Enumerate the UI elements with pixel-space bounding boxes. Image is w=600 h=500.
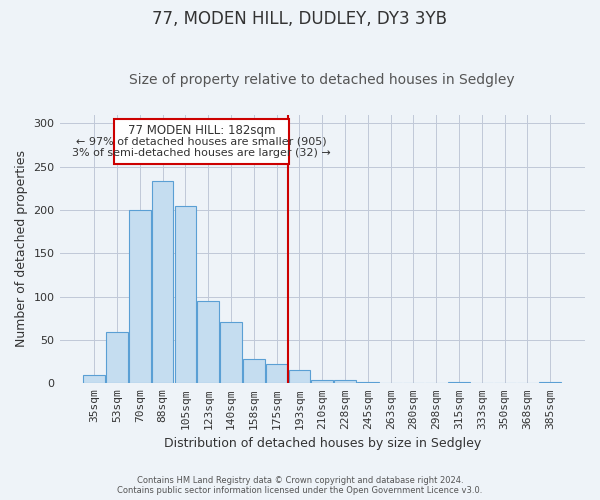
Bar: [129, 210, 151, 384]
Text: 77, MODEN HILL, DUDLEY, DY3 3YB: 77, MODEN HILL, DUDLEY, DY3 3YB: [152, 10, 448, 28]
Bar: [175, 206, 196, 384]
Bar: [539, 382, 561, 384]
Text: ← 97% of detached houses are smaller (905): ← 97% of detached houses are smaller (90…: [76, 136, 327, 146]
Bar: [243, 359, 265, 384]
Bar: [311, 380, 333, 384]
Bar: [152, 182, 173, 384]
Bar: [289, 370, 310, 384]
Bar: [106, 332, 128, 384]
Text: 3% of semi-detached houses are larger (32) →: 3% of semi-detached houses are larger (3…: [73, 148, 331, 158]
Bar: [197, 301, 219, 384]
Text: Contains HM Land Registry data © Crown copyright and database right 2024.
Contai: Contains HM Land Registry data © Crown c…: [118, 476, 482, 495]
Title: Size of property relative to detached houses in Sedgley: Size of property relative to detached ho…: [130, 73, 515, 87]
Bar: [357, 382, 379, 384]
Bar: [220, 322, 242, 384]
Bar: [334, 380, 356, 384]
Y-axis label: Number of detached properties: Number of detached properties: [15, 150, 28, 348]
Text: 77 MODEN HILL: 182sqm: 77 MODEN HILL: 182sqm: [128, 124, 275, 137]
Bar: [83, 374, 105, 384]
Bar: [266, 364, 287, 384]
Bar: [115, 119, 289, 164]
Bar: [448, 382, 470, 384]
X-axis label: Distribution of detached houses by size in Sedgley: Distribution of detached houses by size …: [164, 437, 481, 450]
